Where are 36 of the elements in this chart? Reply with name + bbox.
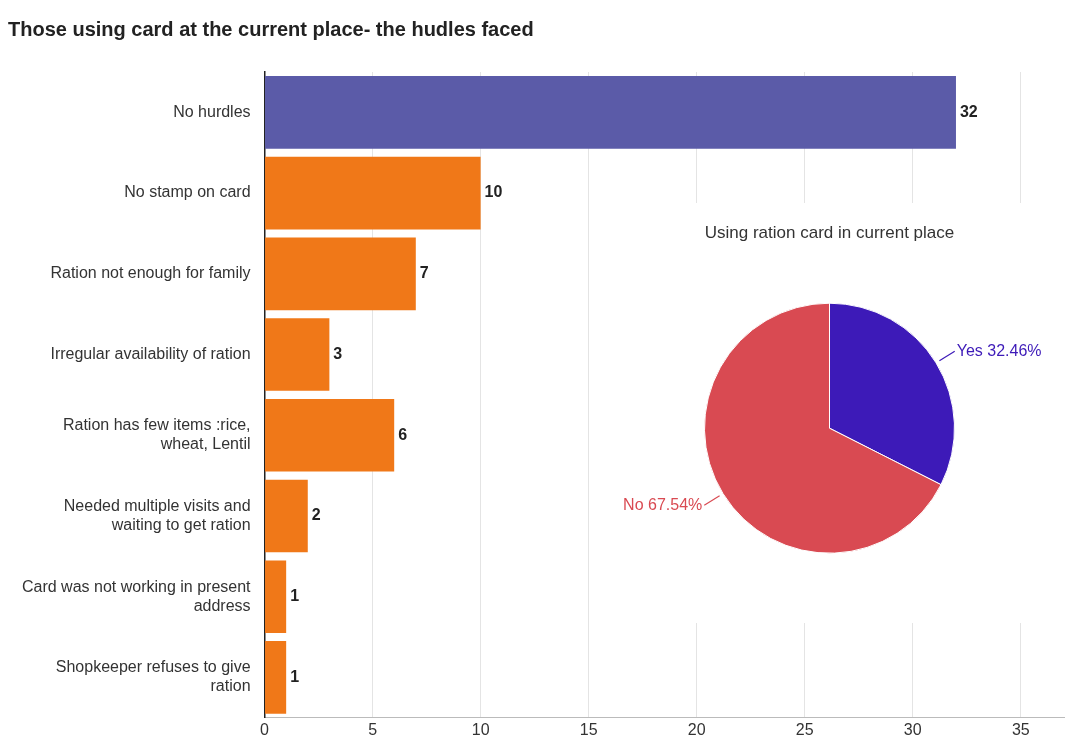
chart-title: Those using card at the current place- the hudles faced	[8, 17, 534, 40]
y-tick-label: Ration has few items :rice, wheat, Lentil	[62, 416, 251, 453]
bar	[265, 479, 308, 553]
y-tick-label: Irregular availability of ration	[50, 344, 251, 362]
x-tick-label: 15	[579, 720, 598, 738]
data-label: 10	[484, 183, 503, 201]
y-tick-label: No hurdles	[173, 102, 251, 120]
bar	[265, 641, 287, 714]
bar	[265, 398, 395, 472]
x-tick-label: 30	[903, 720, 922, 738]
data-label: 6	[398, 425, 408, 443]
chart-title: Using ration card in current place	[704, 222, 955, 242]
x-tick-label: 20	[687, 720, 706, 738]
bar	[265, 237, 416, 311]
data-label: 2	[311, 506, 321, 524]
y-tick-label: Ration not enough for family	[50, 264, 251, 282]
bar	[265, 156, 481, 230]
data-label: 7	[419, 264, 429, 282]
bar	[265, 318, 330, 391]
x-tick-label: 25	[795, 720, 814, 738]
y-tick-label: No stamp on card	[124, 183, 251, 201]
slice-label: Yes 32.46%	[956, 341, 1042, 359]
x-tick-label: 5	[368, 720, 378, 738]
x-tick-label: 0	[260, 720, 270, 738]
x-tick-label: 10	[471, 720, 490, 738]
data-label: 1	[290, 587, 300, 605]
y-tick-label: Shopkeeper refuses to give ration	[55, 658, 251, 695]
data-label: 3	[333, 344, 343, 362]
bar	[265, 560, 287, 634]
data-label: 32	[959, 102, 978, 120]
slice-label: No 67.54%	[623, 495, 703, 513]
y-tick-label: Card was not working in present address	[21, 577, 252, 614]
y-tick-label: Needed multiple visits and waiting to get ration	[63, 496, 251, 533]
data-label: 1	[290, 667, 300, 685]
x-tick-label: 35	[1011, 720, 1030, 738]
bar	[265, 76, 956, 149]
